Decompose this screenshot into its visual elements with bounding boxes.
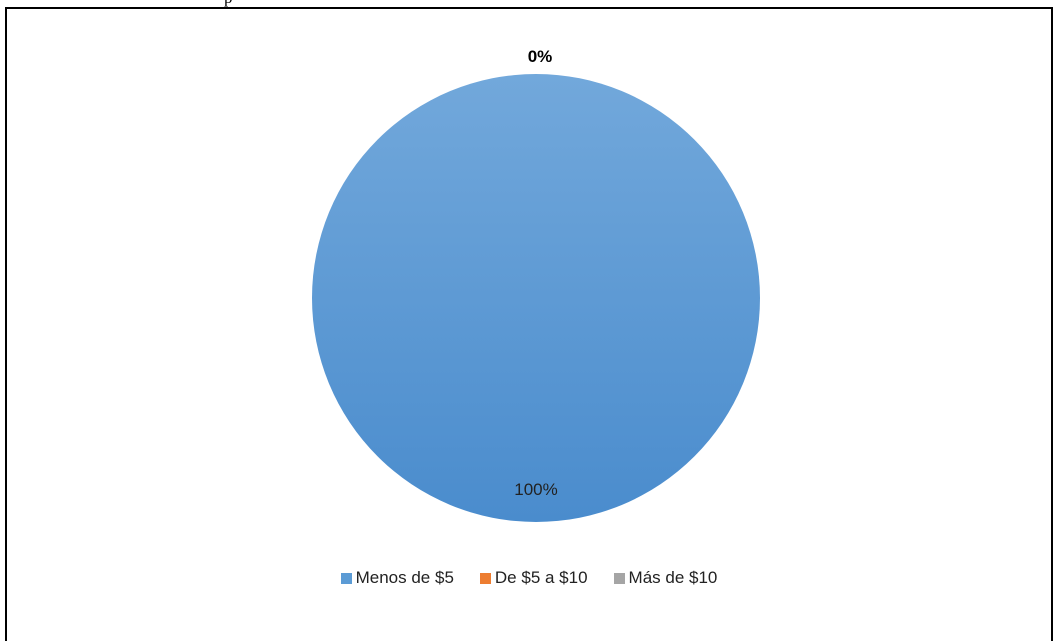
legend-label: Más de $10 <box>628 568 718 587</box>
legend-item-de-5-a-10: De $5 a $10 <box>479 568 588 588</box>
legend-item-mas-de-10: Más de $10 <box>613 568 718 588</box>
legend-item-menos-de-5: Menos de $5 <box>340 568 454 588</box>
legend-swatch <box>340 572 352 584</box>
clipped-caption-text: p <box>224 0 233 8</box>
legend-label: Menos de $5 <box>355 568 454 587</box>
legend-label: De $5 a $10 <box>494 568 588 587</box>
pie-slice <box>312 74 760 522</box>
pie-data-label: 100% <box>514 480 557 499</box>
pie-data-label: 0% <box>528 47 553 66</box>
chart-legend: Menos de $5 De $5 a $10 Más de $10 <box>0 568 1058 588</box>
legend-swatch <box>479 572 491 584</box>
legend-swatch <box>613 572 625 584</box>
